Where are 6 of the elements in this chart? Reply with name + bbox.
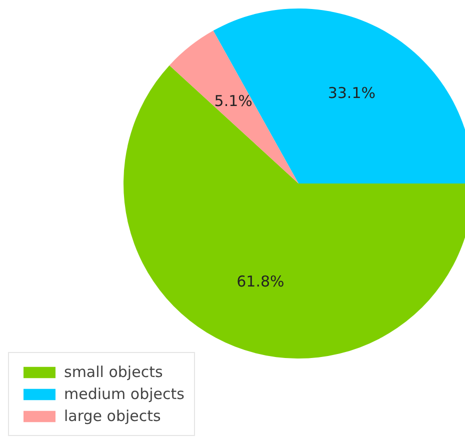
data-label: 33.1% bbox=[328, 84, 376, 102]
legend-label: large objects bbox=[64, 407, 161, 425]
legend-label: small objects bbox=[64, 363, 163, 381]
legend-label: medium objects bbox=[64, 385, 184, 403]
data-label: 5.1% bbox=[214, 92, 252, 110]
data-label: 61.8% bbox=[236, 272, 284, 290]
